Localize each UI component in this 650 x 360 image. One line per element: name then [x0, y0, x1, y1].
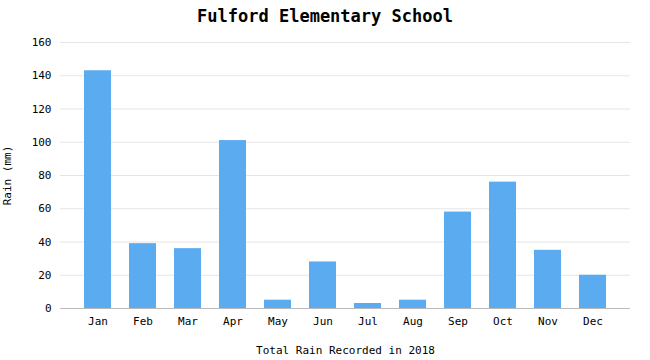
- svg-text:Jan: Jan: [88, 315, 108, 328]
- svg-text:140: 140: [32, 69, 52, 82]
- svg-text:Feb: Feb: [133, 315, 153, 328]
- svg-text:Oct: Oct: [493, 315, 513, 328]
- svg-text:20: 20: [38, 269, 51, 282]
- svg-text:May: May: [268, 315, 288, 328]
- svg-text:Dec: Dec: [583, 315, 603, 328]
- svg-text:Sep: Sep: [448, 315, 468, 328]
- svg-text:Mar: Mar: [178, 315, 198, 328]
- svg-text:120: 120: [32, 103, 52, 116]
- svg-text:Apr: Apr: [223, 315, 243, 328]
- svg-text:160: 160: [32, 36, 52, 49]
- svg-text:80: 80: [38, 169, 51, 182]
- svg-text:60: 60: [38, 202, 51, 215]
- svg-text:Total Rain Recorded in 2018: Total Rain Recorded in 2018: [256, 344, 435, 357]
- svg-text:100: 100: [32, 136, 52, 149]
- svg-text:Jul: Jul: [358, 315, 378, 328]
- svg-text:Aug: Aug: [403, 315, 423, 328]
- svg-text:0: 0: [45, 302, 52, 315]
- svg-text:40: 40: [38, 236, 51, 249]
- svg-text:Nov: Nov: [538, 315, 558, 328]
- html-text:Fulford Elementary School: Fulford Elementary School: [197, 6, 453, 26]
- svg-text:Jun: Jun: [313, 315, 333, 328]
- svg-text:Rain (mm): Rain (mm): [1, 146, 14, 206]
